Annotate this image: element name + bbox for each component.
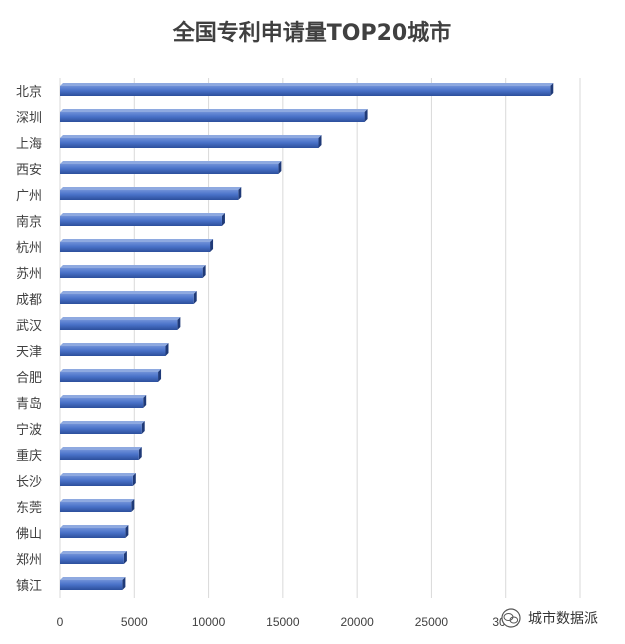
x-tick-labels: 05000100001500020000250003000 [57, 615, 520, 629]
bar [60, 499, 135, 512]
category-label: 天津 [16, 345, 42, 360]
x-tick-label: 0 [57, 615, 64, 629]
bar [60, 291, 197, 304]
category-label: 佛山 [16, 527, 42, 542]
category-label: 宁波 [16, 422, 42, 438]
bar [60, 369, 162, 382]
category-label: 重庆 [16, 448, 42, 464]
bar [60, 577, 126, 590]
wechat-icon [501, 608, 521, 628]
category-label: 长沙 [16, 475, 42, 490]
category-label: 广州 [16, 189, 42, 204]
bar [60, 395, 147, 408]
category-label: 郑州 [16, 553, 42, 568]
category-label: 成都 [16, 293, 42, 308]
bar [60, 187, 242, 200]
category-label: 杭州 [16, 241, 42, 256]
bar [60, 525, 129, 538]
bars [60, 83, 554, 590]
x-tick-label: 25000 [415, 615, 449, 629]
chart-title: 全国专利申请量TOP20城市 [172, 20, 451, 46]
bar [60, 447, 142, 460]
category-label: 南京 [16, 214, 42, 230]
bar [60, 213, 225, 226]
bar [60, 239, 214, 252]
x-tick-label: 10000 [192, 615, 226, 629]
category-label: 北京 [16, 85, 42, 100]
category-label: 武汉 [16, 319, 42, 334]
watermark: 城市数据派 [501, 608, 598, 628]
bar [60, 473, 136, 486]
bar [60, 421, 145, 434]
grid-lines [59, 78, 581, 598]
category-label: 苏州 [16, 266, 42, 282]
category-label: 合肥 [16, 371, 42, 386]
category-label: 青岛 [16, 396, 42, 412]
watermark-text: 城市数据派 [528, 610, 598, 627]
category-label: 镇江 [16, 579, 42, 594]
category-label: 上海 [16, 137, 42, 152]
bar [60, 161, 282, 174]
bar [60, 83, 554, 96]
bar [60, 317, 181, 330]
bar [60, 551, 127, 564]
bar [60, 343, 169, 356]
bar [60, 109, 368, 122]
bar [60, 265, 206, 278]
bar [60, 135, 322, 148]
category-label: 深圳 [16, 111, 42, 126]
x-tick-label: 20000 [340, 615, 374, 629]
category-label: 东莞 [16, 501, 42, 516]
x-tick-label: 5000 [121, 615, 148, 629]
category-label: 西安 [16, 163, 42, 178]
x-tick-label: 15000 [266, 615, 300, 629]
